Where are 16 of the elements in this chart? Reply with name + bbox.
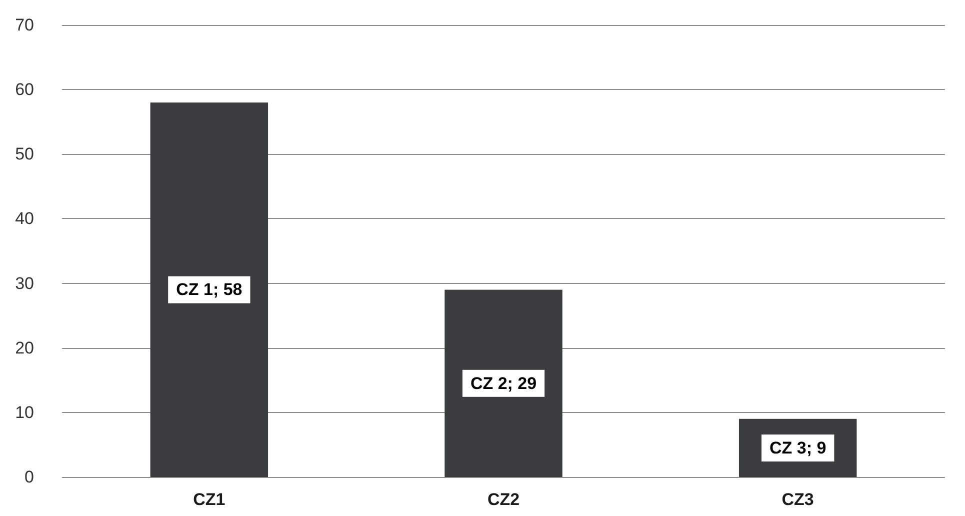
x-tick-label: CZ1 bbox=[193, 490, 226, 509]
y-tick-label: 40 bbox=[15, 209, 34, 228]
y-tick-label: 0 bbox=[24, 468, 34, 486]
x-tick-label: CZ3 bbox=[782, 490, 814, 509]
x-tick-label: CZ2 bbox=[487, 490, 520, 509]
bar bbox=[150, 102, 268, 477]
data-label: CZ 3; 9 bbox=[769, 438, 826, 458]
data-label: CZ 1; 58 bbox=[176, 280, 242, 300]
y-tick-label: 60 bbox=[15, 80, 34, 100]
bar bbox=[444, 290, 562, 477]
y-tick-label: 70 bbox=[15, 16, 34, 34]
y-tick-label: 30 bbox=[15, 274, 34, 293]
y-tick-label: 10 bbox=[15, 402, 34, 422]
data-label: CZ 2; 29 bbox=[470, 374, 537, 393]
y-tick-label: 50 bbox=[15, 144, 34, 164]
y-tick-label: 20 bbox=[15, 338, 34, 358]
